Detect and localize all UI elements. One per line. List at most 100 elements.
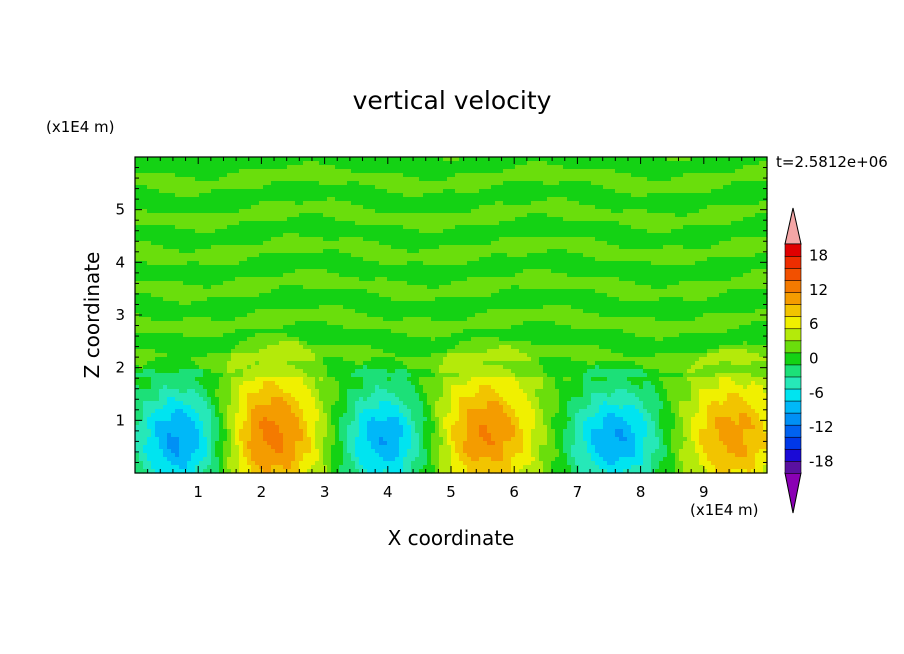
field-cell bbox=[379, 237, 384, 242]
field-cell bbox=[607, 273, 612, 278]
field-cell bbox=[443, 217, 448, 222]
field-cell bbox=[207, 249, 212, 254]
field-cell bbox=[507, 201, 512, 206]
field-cell bbox=[359, 249, 364, 254]
field-cell bbox=[399, 229, 404, 234]
field-cell bbox=[463, 225, 468, 230]
field-cell bbox=[439, 241, 444, 246]
field-cell bbox=[323, 193, 328, 198]
field-cell bbox=[151, 273, 156, 278]
field-cell bbox=[555, 241, 560, 246]
field-cell bbox=[415, 281, 420, 286]
field-cell bbox=[255, 161, 260, 166]
field-cell bbox=[583, 273, 588, 278]
field-cell bbox=[175, 221, 180, 226]
field-cell bbox=[291, 241, 296, 246]
field-cell bbox=[559, 197, 564, 202]
field-cell bbox=[619, 253, 624, 258]
field-cell bbox=[255, 185, 260, 190]
field-cell bbox=[443, 245, 448, 250]
field-cell bbox=[527, 253, 532, 258]
field-cell bbox=[695, 173, 700, 178]
field-cell bbox=[331, 173, 336, 178]
field-cell bbox=[495, 173, 500, 178]
field-cell bbox=[611, 249, 616, 254]
field-cell bbox=[195, 273, 200, 278]
field-cell bbox=[527, 181, 532, 186]
field-cell bbox=[483, 177, 488, 182]
field-cell bbox=[527, 281, 532, 286]
field-cell bbox=[183, 165, 188, 170]
field-cell bbox=[191, 217, 196, 222]
field-cell bbox=[599, 257, 604, 262]
field-cell bbox=[575, 205, 580, 210]
field-cell bbox=[647, 269, 652, 274]
field-cell bbox=[223, 277, 228, 282]
field-cell bbox=[159, 189, 164, 194]
field-cell bbox=[679, 241, 684, 246]
field-cell bbox=[291, 157, 296, 162]
field-cell bbox=[583, 241, 588, 246]
field-cell bbox=[603, 157, 608, 162]
field-cell bbox=[279, 273, 284, 278]
field-cell bbox=[359, 173, 364, 178]
field-cell bbox=[179, 265, 184, 270]
field-cell bbox=[335, 197, 340, 202]
field-cell bbox=[459, 249, 464, 254]
field-cell bbox=[287, 249, 292, 254]
field-cell bbox=[371, 173, 376, 178]
field-cell bbox=[643, 217, 648, 222]
field-cell bbox=[183, 193, 188, 198]
field-cell bbox=[255, 281, 260, 286]
field-cell bbox=[631, 249, 636, 254]
field-cell bbox=[227, 161, 232, 166]
field-cell bbox=[263, 269, 268, 274]
field-cell bbox=[731, 221, 736, 226]
field-cell bbox=[351, 189, 356, 194]
field-cell bbox=[451, 253, 456, 258]
field-cell bbox=[411, 265, 416, 270]
field-cell bbox=[259, 177, 264, 182]
field-cell bbox=[555, 185, 560, 190]
field-cell bbox=[163, 225, 168, 230]
field-cell bbox=[555, 233, 560, 238]
field-cell bbox=[727, 265, 732, 270]
field-cell bbox=[751, 165, 756, 170]
field-cell bbox=[159, 217, 164, 222]
field-cell bbox=[623, 265, 628, 270]
field-cell bbox=[539, 269, 544, 274]
field-cell bbox=[243, 209, 248, 214]
field-cell bbox=[331, 181, 336, 186]
field-cell bbox=[231, 213, 236, 218]
field-cell bbox=[555, 201, 560, 206]
field-cell bbox=[335, 233, 340, 238]
field-cell bbox=[503, 217, 508, 222]
field-cell bbox=[263, 265, 268, 270]
field-cell bbox=[755, 261, 760, 266]
field-cell bbox=[631, 177, 636, 182]
field-cell bbox=[499, 229, 504, 234]
field-cell bbox=[483, 201, 488, 206]
field-cell bbox=[535, 237, 540, 242]
field-cell bbox=[143, 277, 148, 282]
field-cell bbox=[583, 161, 588, 166]
field-cell bbox=[207, 161, 212, 166]
field-cell bbox=[299, 257, 304, 262]
field-cell bbox=[423, 261, 428, 266]
field-cell bbox=[471, 181, 476, 186]
field-cell bbox=[247, 217, 252, 222]
field-cell bbox=[739, 205, 744, 210]
field-cell bbox=[183, 233, 188, 238]
field-cell bbox=[663, 261, 668, 266]
field-cell bbox=[519, 173, 524, 178]
field-cell bbox=[719, 205, 724, 210]
field-cell bbox=[535, 165, 540, 170]
field-cell bbox=[147, 241, 152, 246]
field-cell bbox=[531, 201, 536, 206]
field-cell bbox=[323, 277, 328, 282]
field-cell bbox=[631, 189, 636, 194]
field-cell bbox=[675, 229, 680, 234]
field-cell bbox=[511, 237, 516, 242]
field-cell bbox=[487, 269, 492, 274]
field-cell bbox=[591, 249, 596, 254]
